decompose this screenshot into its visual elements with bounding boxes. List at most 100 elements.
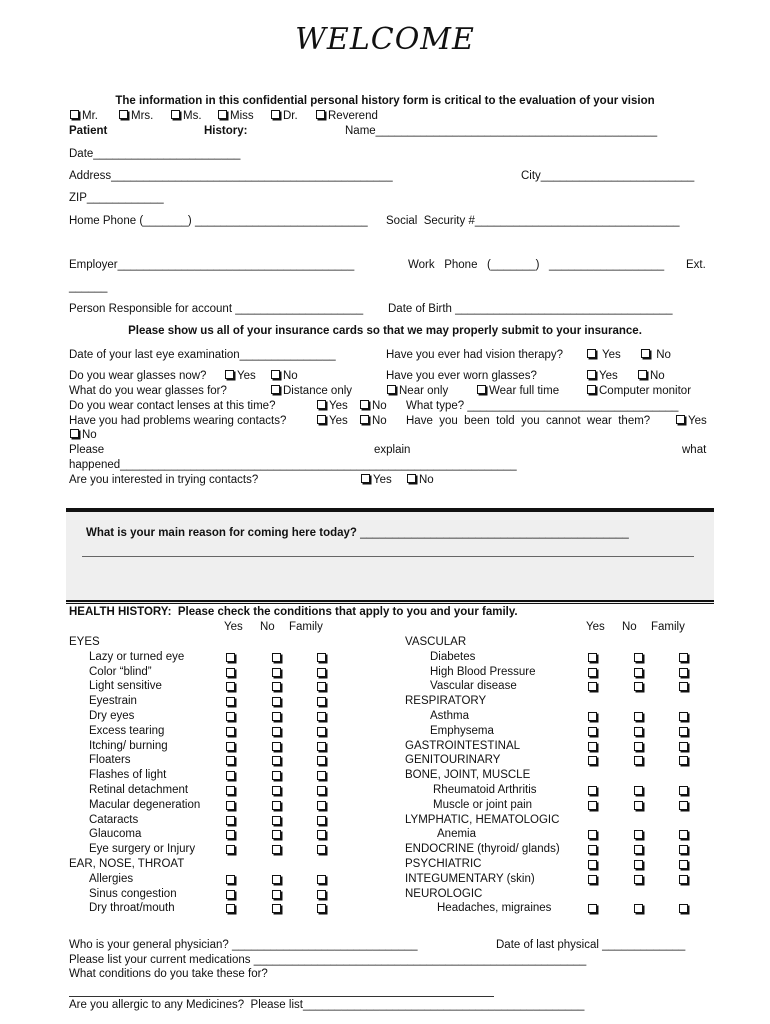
checkbox-yes-icon[interactable] (226, 682, 235, 692)
salutation-dr[interactable]: Dr. (270, 109, 298, 123)
checkbox-no-icon[interactable] (634, 874, 643, 884)
checkbox-no-icon[interactable] (272, 652, 281, 662)
checkbox-no-icon[interactable] (634, 667, 643, 677)
checkbox-no-icon[interactable] (634, 800, 643, 810)
checkbox-family-icon[interactable] (679, 786, 688, 795)
checkbox-family-icon[interactable] (317, 726, 326, 736)
checkbox-icon[interactable] (271, 110, 280, 119)
vision-therapy-no[interactable]: No (640, 348, 671, 362)
salutation-mr[interactable]: Mr. (69, 109, 98, 123)
checkbox-yes-icon[interactable] (588, 874, 597, 884)
date-field[interactable]: Date_______________________ (69, 148, 241, 160)
reason-line[interactable] (82, 556, 694, 557)
checkbox-family-icon[interactable] (317, 874, 326, 884)
worn-glasses-yes[interactable]: Yes (586, 369, 618, 383)
checkbox-yes-icon[interactable] (226, 697, 235, 707)
last-exam-field[interactable]: Date of your last eye examination_______… (69, 349, 336, 361)
checkbox-yes-icon[interactable] (226, 830, 235, 840)
happened-field[interactable]: happened________________________________… (69, 459, 517, 471)
checkbox-family-icon[interactable] (317, 800, 326, 810)
checkbox-no-icon[interactable] (272, 815, 281, 825)
salutation-reverend[interactable]: Reverend (315, 109, 378, 123)
checkbox-yes-icon[interactable] (226, 667, 235, 677)
checkbox-yes-icon[interactable] (226, 741, 235, 751)
checkbox-family-icon[interactable] (317, 667, 326, 677)
dob-field[interactable]: Date of Birth __________________________… (388, 303, 673, 315)
checkbox-no-icon[interactable] (634, 904, 643, 914)
checkbox-yes-icon[interactable] (588, 741, 597, 751)
checkbox-yes-icon[interactable] (588, 800, 597, 810)
checkbox-family-icon[interactable] (317, 652, 326, 662)
checkbox-yes-icon[interactable] (588, 830, 597, 840)
checkbox-no-icon[interactable] (634, 756, 643, 766)
checkbox-family-icon[interactable] (679, 830, 688, 840)
checkbox-family-icon[interactable] (679, 741, 688, 751)
physician-field[interactable]: Who is your general physician? _________… (69, 939, 418, 951)
checkbox-yes-icon[interactable] (226, 652, 235, 662)
home-phone-field[interactable]: Home Phone (_______) ___________________… (69, 215, 368, 227)
checkbox-yes-icon[interactable] (226, 889, 235, 899)
checkbox-no-icon[interactable] (272, 682, 281, 692)
checkbox-no-icon[interactable] (272, 771, 281, 781)
checkbox-family-icon[interactable] (317, 756, 326, 766)
checkbox-family-icon[interactable] (679, 726, 688, 736)
checkbox-family-icon[interactable] (317, 697, 326, 707)
full-time-option[interactable]: Wear full time (476, 384, 559, 398)
glasses-now-no[interactable]: No (270, 369, 298, 383)
checkbox-icon[interactable] (361, 474, 370, 483)
what-type-field[interactable]: What type? _____________________________… (406, 400, 679, 412)
checkbox-yes-icon[interactable] (588, 682, 597, 692)
checkbox-family-icon[interactable] (679, 874, 688, 884)
checkbox-no-icon[interactable] (634, 652, 643, 662)
checkbox-family-icon[interactable] (679, 667, 688, 677)
checkbox-icon[interactable] (407, 474, 416, 483)
problems-contacts-no[interactable]: No (359, 414, 387, 428)
checkbox-icon[interactable] (587, 349, 596, 358)
checkbox-yes-icon[interactable] (588, 860, 597, 869)
checkbox-icon[interactable] (271, 385, 280, 394)
checkbox-icon[interactable] (316, 110, 325, 119)
checkbox-no-icon[interactable] (272, 756, 281, 766)
checkbox-no-icon[interactable] (634, 786, 643, 795)
checkbox-family-icon[interactable] (679, 800, 688, 810)
checkbox-yes-icon[interactable] (226, 904, 235, 914)
checkbox-icon[interactable] (218, 110, 227, 119)
medications-field[interactable]: Please list your current medications ___… (69, 954, 587, 966)
told-cannot-no[interactable]: No (69, 428, 97, 442)
checkbox-icon[interactable] (387, 385, 396, 394)
checkbox-icon[interactable] (317, 400, 326, 409)
work-phone-field[interactable]: Work Phone (_______) __________________ (408, 259, 665, 271)
checkbox-no-icon[interactable] (272, 726, 281, 736)
salutation-ms[interactable]: Ms. (170, 109, 202, 123)
checkbox-family-icon[interactable] (317, 845, 326, 855)
checkbox-no-icon[interactable] (634, 860, 643, 869)
checkbox-family-icon[interactable] (679, 845, 688, 855)
checkbox-no-icon[interactable] (272, 874, 281, 884)
salutation-miss[interactable]: Miss (217, 109, 254, 123)
checkbox-family-icon[interactable] (679, 904, 688, 914)
checkbox-yes-icon[interactable] (588, 726, 597, 736)
checkbox-family-icon[interactable] (679, 652, 688, 662)
responsible-field[interactable]: Person Responsible for account _________… (69, 303, 364, 315)
checkbox-no-icon[interactable] (272, 697, 281, 707)
city-field[interactable]: City________________________ (521, 170, 695, 182)
interested-contacts-no[interactable]: No (406, 473, 434, 487)
checkbox-family-icon[interactable] (679, 756, 688, 766)
checkbox-family-icon[interactable] (317, 712, 326, 721)
checkbox-family-icon[interactable] (317, 830, 326, 840)
checkbox-icon[interactable] (587, 370, 596, 379)
checkbox-icon[interactable] (360, 415, 369, 424)
checkbox-family-icon[interactable] (317, 771, 326, 781)
checkbox-icon[interactable] (70, 429, 79, 438)
near-only-option[interactable]: Near only (386, 384, 448, 398)
checkbox-no-icon[interactable] (272, 845, 281, 855)
checkbox-no-icon[interactable] (634, 682, 643, 692)
conditions-line[interactable] (69, 996, 494, 997)
checkbox-no-icon[interactable] (634, 830, 643, 840)
checkbox-icon[interactable] (225, 370, 234, 379)
checkbox-no-icon[interactable] (272, 667, 281, 677)
checkbox-icon[interactable] (70, 110, 79, 119)
glasses-now-yes[interactable]: Yes (224, 369, 256, 383)
worn-glasses-no[interactable]: No (637, 369, 665, 383)
checkbox-yes-icon[interactable] (588, 845, 597, 855)
